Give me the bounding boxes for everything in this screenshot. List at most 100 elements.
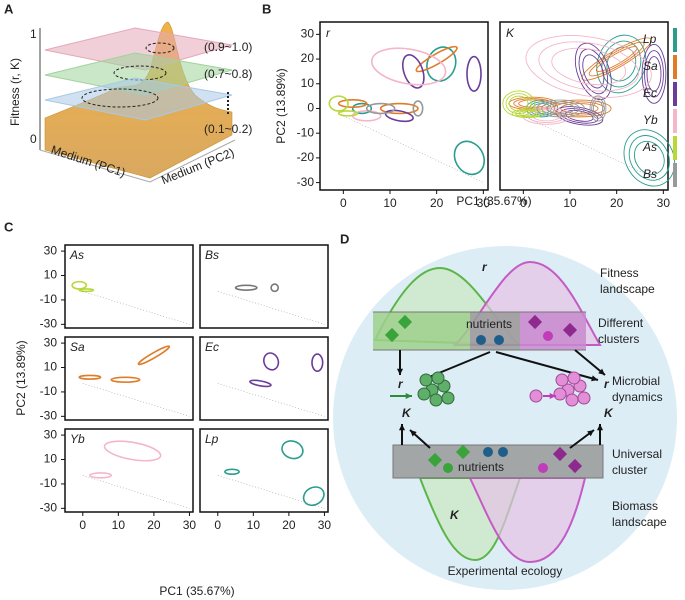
- legend-label: Bs: [643, 167, 657, 181]
- microbe-pink: [577, 391, 591, 405]
- contour: [633, 140, 665, 175]
- contour: [518, 110, 538, 117]
- y-tick-label: 10: [44, 360, 58, 374]
- plot-title: Sa: [70, 340, 85, 354]
- plot-title: K: [506, 26, 515, 40]
- plot-title: r: [326, 26, 331, 40]
- nutrient-dot: [538, 463, 548, 473]
- band-pink: [520, 312, 586, 350]
- axis-title: Fitness (r, K): [8, 58, 22, 126]
- contour: [560, 108, 599, 124]
- microbe-green: [441, 391, 455, 405]
- contour: [551, 47, 627, 86]
- nutrient-dot: [494, 335, 504, 345]
- contour: [89, 472, 113, 479]
- x-tick-label: 20: [430, 196, 444, 210]
- contour: [628, 135, 670, 181]
- plot-frame: [199, 428, 329, 513]
- nutrient-dot: [483, 447, 493, 457]
- y-tick-label: 10: [301, 76, 315, 90]
- panel-label: D: [340, 231, 349, 246]
- y-tick-label: 20: [301, 51, 315, 65]
- plot-title: Ec: [205, 340, 219, 354]
- nutrient-dot: [476, 335, 486, 345]
- nutrient-dot: [498, 447, 508, 457]
- contour: [234, 284, 258, 291]
- microbe-pink: [565, 393, 579, 407]
- contour: [103, 440, 162, 462]
- slice-plane: [44, 77, 233, 121]
- panel-label: C: [4, 219, 14, 234]
- axis-title: PC2 (13.89%): [14, 340, 28, 415]
- label: nutrients: [458, 460, 504, 474]
- nutrient-diamond: [562, 322, 578, 338]
- arrowhead: [598, 368, 605, 375]
- label: Biomass: [612, 499, 658, 513]
- x-tick-label: 10: [247, 518, 261, 532]
- label: landscape: [612, 515, 667, 529]
- universal-band: [392, 444, 604, 479]
- plot-frame: [64, 244, 194, 329]
- diagonal-trace: [82, 383, 190, 417]
- y-tick-label: -30: [40, 501, 58, 515]
- contour: [365, 102, 396, 115]
- contour: [644, 50, 664, 98]
- arrowhead: [587, 430, 594, 437]
- contour: [646, 56, 662, 92]
- legend-label: Lp: [643, 32, 657, 46]
- y-tick-label: -10: [40, 384, 58, 398]
- diagonal-trace: [217, 383, 325, 417]
- diagonal-trace: [217, 475, 325, 509]
- y-tick-label: 0: [307, 101, 314, 115]
- legend-swatch: [673, 136, 677, 160]
- label: r: [398, 377, 404, 391]
- x-tick-label: 0: [520, 196, 527, 210]
- contour: [589, 95, 607, 122]
- y-tick-label: 30: [44, 427, 58, 441]
- axis-title: PC1 (35.67%): [159, 584, 234, 598]
- contour: [591, 98, 605, 119]
- plot-title: Yb: [70, 432, 85, 446]
- plot-title: Lp: [205, 432, 219, 446]
- legend-label: As: [642, 140, 657, 154]
- legend-swatch: [673, 28, 677, 52]
- x-tick-label: 30: [477, 196, 491, 210]
- x-tick-label: 30: [183, 518, 197, 532]
- arrow: [495, 351, 599, 381]
- diagonal-trace: [523, 115, 664, 183]
- x-tick-label: 10: [383, 196, 397, 210]
- contour: [502, 90, 535, 117]
- x-tick-label: 30: [318, 518, 332, 532]
- nutrient-diamond: [455, 444, 471, 460]
- label: r: [604, 377, 610, 391]
- arrow: [574, 349, 606, 376]
- contour: [145, 42, 175, 54]
- x-tick-label: 30: [657, 196, 671, 210]
- x-tick-label: 0: [340, 196, 347, 210]
- contour: [641, 44, 667, 104]
- contour: [351, 102, 373, 115]
- contour: [110, 376, 141, 383]
- contour: [513, 98, 553, 109]
- plot-frame: [199, 336, 329, 421]
- x-tick-label: 20: [610, 196, 624, 210]
- contour: [466, 55, 482, 92]
- y-tick-label: 30: [301, 27, 315, 41]
- axis-title: PC1 (35.67%): [456, 194, 531, 208]
- contour: [71, 280, 88, 290]
- nutrient-diamond: [427, 452, 443, 468]
- label: clusters: [598, 332, 639, 346]
- contour: [281, 440, 304, 460]
- microbe-green: [431, 371, 445, 385]
- floor: [39, 139, 236, 183]
- y-tick-label: -10: [297, 125, 315, 139]
- contour: [328, 95, 349, 112]
- legend-label: Yb: [643, 113, 658, 127]
- legend-swatch: [673, 109, 677, 133]
- contour: [337, 110, 359, 117]
- contour: [582, 54, 605, 89]
- nutrient-dot: [543, 331, 553, 341]
- biomass-curve-pink: [468, 477, 587, 564]
